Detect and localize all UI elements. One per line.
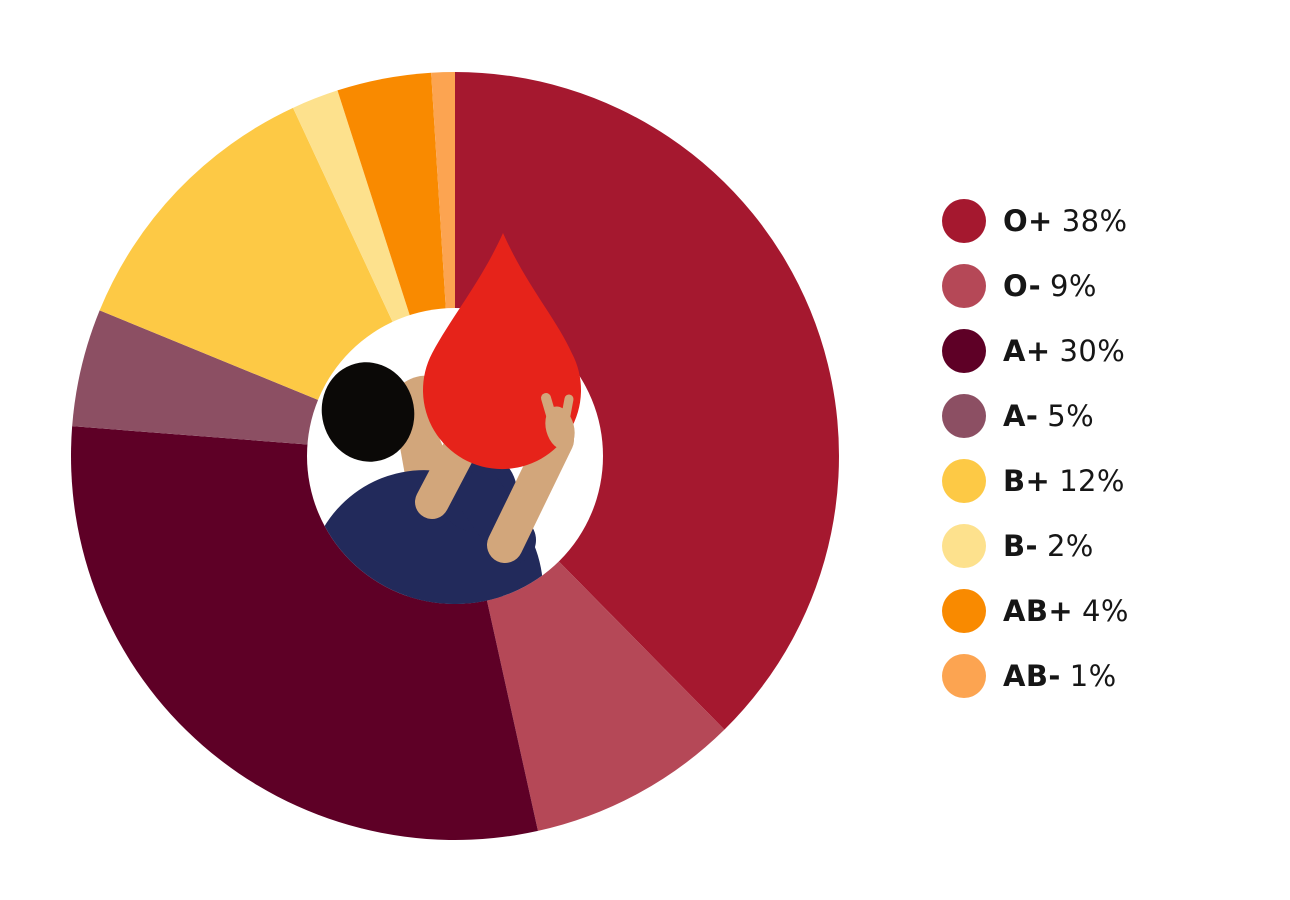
legend-text: O- 9% (1003, 268, 1097, 303)
legend-swatch (942, 459, 986, 503)
legend-item: AB+ 4% (942, 589, 1129, 633)
torso-base (322, 596, 532, 604)
legend-swatch (942, 524, 986, 568)
legend: O+ 38% O- 9% A+ 30% A- 5% B+ 12% B- 2% AB+ 4% (942, 199, 1129, 719)
legend-value: 4% (1082, 593, 1129, 628)
legend-label: A- (1003, 398, 1039, 433)
legend-label: B- (1003, 528, 1038, 563)
legend-text: A- 5% (1003, 398, 1095, 433)
legend-swatch (942, 264, 986, 308)
legend-value: 9% (1050, 268, 1097, 303)
legend-swatch (942, 199, 986, 243)
legend-text: O+ 38% (1003, 203, 1128, 238)
right-hand (541, 393, 575, 450)
legend-text: B+ 12% (1003, 463, 1125, 498)
slice-O+ (455, 72, 839, 730)
legend-item: A- 5% (942, 394, 1129, 438)
hair (321, 362, 415, 462)
legend-item: O+ 38% (942, 199, 1129, 243)
legend-text: B- 2% (1003, 528, 1094, 563)
finger (541, 393, 556, 420)
legend-label: AB- (1003, 658, 1061, 693)
legend-swatch (942, 589, 986, 633)
legend-swatch (942, 654, 986, 698)
legend-label: AB+ (1003, 593, 1074, 628)
legend-text: AB- 1% (1003, 658, 1117, 693)
legend-label: B+ (1003, 463, 1051, 498)
legend-item: A+ 30% (942, 329, 1129, 373)
legend-item: O- 9% (942, 264, 1129, 308)
legend-text: A+ 30% (1003, 333, 1126, 368)
legend-value: 5% (1047, 398, 1095, 433)
finger (561, 394, 574, 420)
legend-value: 12% (1059, 463, 1125, 498)
legend-item: B- 2% (942, 524, 1129, 568)
legend-value: 30% (1059, 333, 1126, 368)
legend-swatch (942, 329, 986, 373)
legend-item: AB- 1% (942, 654, 1129, 698)
legend-label: A+ (1003, 333, 1051, 368)
legend-value: 38% (1061, 203, 1128, 238)
legend-label: O+ (1003, 203, 1053, 238)
right-forearm (487, 422, 574, 563)
legend-value: 1% (1069, 658, 1117, 693)
legend-text: AB+ 4% (1003, 593, 1129, 628)
legend-label: O- (1003, 268, 1042, 303)
legend-item: B+ 12% (942, 459, 1129, 503)
legend-value: 2% (1046, 528, 1094, 563)
legend-swatch (942, 394, 986, 438)
blood-drop-icon (423, 233, 581, 470)
